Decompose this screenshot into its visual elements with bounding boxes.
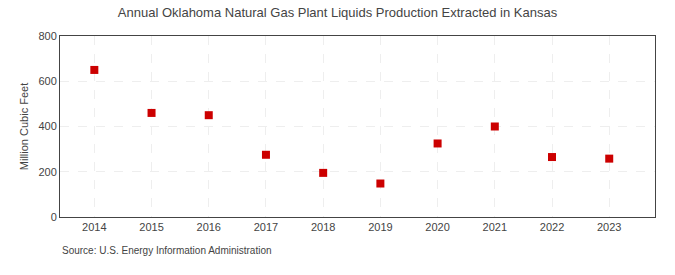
svg-text:200: 200 — [38, 166, 56, 178]
svg-text:2016: 2016 — [197, 221, 221, 233]
svg-text:Source: U.S. Energy Informatio: Source: U.S. Energy Information Administ… — [62, 245, 272, 256]
svg-text:2022: 2022 — [540, 221, 564, 233]
svg-text:800: 800 — [38, 30, 56, 42]
svg-text:2023: 2023 — [597, 221, 621, 233]
svg-text:2021: 2021 — [483, 221, 507, 233]
svg-text:Annual Oklahoma Natural Gas Pl: Annual Oklahoma Natural Gas Plant Liquid… — [118, 5, 558, 20]
svg-text:2014: 2014 — [82, 221, 106, 233]
svg-text:600: 600 — [38, 75, 56, 87]
svg-text:400: 400 — [38, 120, 56, 132]
svg-text:2020: 2020 — [425, 221, 449, 233]
svg-text:Million Cubic Feet: Million Cubic Feet — [18, 83, 30, 170]
svg-text:2019: 2019 — [368, 221, 392, 233]
svg-text:2015: 2015 — [139, 221, 163, 233]
svg-text:0: 0 — [51, 211, 57, 223]
svg-text:2017: 2017 — [254, 221, 278, 233]
svg-text:2018: 2018 — [311, 221, 335, 233]
